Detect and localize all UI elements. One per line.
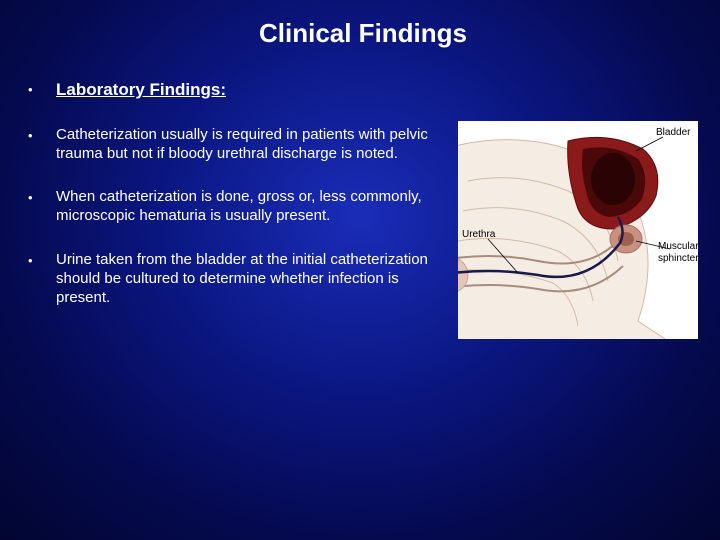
slide-title: Clinical Findings [28,18,698,49]
bullet-text: When catheterization is done, gross or, … [56,187,440,225]
bullet-list: • Laboratory Findings: • Catheterization… [28,79,448,339]
figure-label-sphincter-2: sphincter [658,253,698,264]
content-row: • Laboratory Findings: • Catheterization… [28,79,698,339]
bullet-marker: • [28,187,56,225]
bullet-marker: • [28,250,56,308]
bullet-marker: • [28,79,56,101]
bullet-text: Catheterization usually is required in p… [56,125,440,163]
figure-label-bladder: Bladder [656,127,690,138]
figure-label-sphincter-1: Muscular [658,241,698,252]
bullet-marker: • [28,125,56,163]
slide: Clinical Findings • Laboratory Findings:… [0,0,720,540]
anatomy-figure: Bladder Urethra Muscular sphincter [458,121,698,339]
bullet-item: • When catheterization is done, gross or… [28,187,440,225]
bullet-item: • Catheterization usually is required in… [28,125,440,163]
bullet-item: • Urine taken from the bladder at the in… [28,250,440,308]
bullet-item: • Laboratory Findings: [28,79,440,101]
figure-label-urethra: Urethra [462,229,495,240]
bullet-text: Urine taken from the bladder at the init… [56,250,440,308]
bullet-text: Laboratory Findings: [56,79,226,101]
